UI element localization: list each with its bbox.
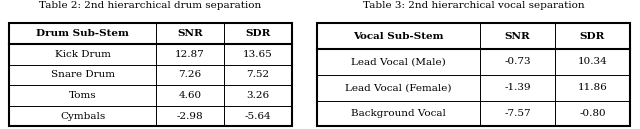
Text: 11.86: 11.86 — [578, 83, 607, 92]
Bar — [317, 23, 630, 126]
Text: Table 2: 2nd hierarchical drum separation: Table 2: 2nd hierarchical drum separatio… — [39, 1, 262, 10]
Text: Table 3: 2nd hierarchical vocal separation: Table 3: 2nd hierarchical vocal separati… — [363, 1, 584, 10]
Text: -0.73: -0.73 — [504, 57, 531, 66]
Text: -2.98: -2.98 — [177, 112, 204, 121]
Text: -1.39: -1.39 — [504, 83, 531, 92]
Text: Drum Sub-Stem: Drum Sub-Stem — [36, 29, 129, 38]
Text: SDR: SDR — [245, 29, 271, 38]
Text: 3.26: 3.26 — [246, 91, 269, 100]
Text: 10.34: 10.34 — [578, 57, 607, 66]
Text: SNR: SNR — [177, 29, 203, 38]
Text: Lead Vocal (Male): Lead Vocal (Male) — [351, 57, 446, 66]
Text: 7.26: 7.26 — [179, 70, 202, 79]
Text: Kick Drum: Kick Drum — [54, 50, 111, 59]
Text: Cymbals: Cymbals — [60, 112, 105, 121]
Text: 13.65: 13.65 — [243, 50, 273, 59]
Bar — [9, 23, 292, 126]
Text: -7.57: -7.57 — [504, 109, 531, 118]
Text: 4.60: 4.60 — [179, 91, 202, 100]
Text: -0.80: -0.80 — [579, 109, 606, 118]
Text: 7.52: 7.52 — [246, 70, 269, 79]
Text: SNR: SNR — [504, 32, 531, 41]
Text: Vocal Sub-Stem: Vocal Sub-Stem — [353, 32, 444, 41]
Text: Toms: Toms — [68, 91, 97, 100]
Text: Background Vocal: Background Vocal — [351, 109, 446, 118]
Text: Snare Drum: Snare Drum — [51, 70, 115, 79]
Text: -5.64: -5.64 — [244, 112, 271, 121]
Text: SDR: SDR — [580, 32, 605, 41]
Text: 12.87: 12.87 — [175, 50, 205, 59]
Text: Lead Vocal (Female): Lead Vocal (Female) — [345, 83, 452, 92]
